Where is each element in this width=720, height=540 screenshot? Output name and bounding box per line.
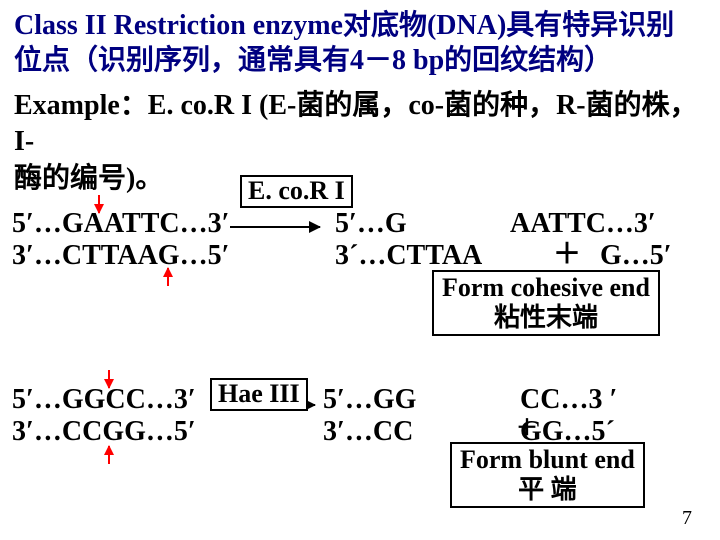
example-intro: Example：E. co.R I (E-菌的属，co-菌的种，R-菌的株，I-… — [14, 88, 706, 197]
example-line1: Example：E. co.R I (E-菌的属，co-菌的种，R-菌的株，I- — [14, 90, 698, 157]
ecori-result-l2: 粘性末端 — [494, 303, 598, 332]
page-number: 7 — [682, 507, 692, 530]
title-part1: Class — [14, 10, 85, 41]
haeiii-prod-top-left: 5′…GG — [323, 384, 416, 416]
ecori-result-box: Form cohesive end 粘性末端 — [432, 270, 660, 336]
slide-root: Class II Restriction enzyme对底物(DNA)具有特异识… — [0, 0, 720, 540]
haeiii-result-l1: Form blunt end — [460, 445, 635, 474]
haeiii-substrate-top: 5′…GGCC…3′ — [12, 384, 196, 416]
ecori-prod-top-right: AATTC…3′ — [510, 208, 656, 240]
ecori-substrate-bot: 3′…CTTAAG…5′ — [12, 240, 229, 272]
haeiii-result-box: Form blunt end 平 端 — [450, 442, 645, 508]
ecori-result-l1: Form cohesive end — [442, 273, 650, 302]
haeiii-substrate-bot: 3′…CCGG…5′ — [12, 416, 196, 448]
example-line2: 酶的编号)。 — [14, 163, 163, 194]
ecori-prod-bot-right: G…5′ — [600, 240, 672, 272]
cut-arrow-up-ecori — [167, 268, 169, 286]
slide-title: Class II Restriction enzyme对底物(DNA)具有特异识… — [14, 8, 706, 78]
title-roman: II — [85, 10, 107, 41]
ecori-reaction-arrow — [230, 226, 320, 228]
cut-arrow-up-haeiii — [108, 446, 110, 464]
haeiii-result-l2: 平 端 — [518, 475, 577, 504]
ecori-label-box: E. co.R I — [240, 175, 353, 208]
ecori-prod-top-left: 5′…G — [335, 208, 407, 240]
ecori-prod-bot-left: 3´…CTTAA — [335, 240, 482, 272]
haeiii-label-box: Hae III — [210, 378, 308, 411]
title-line2: 位点（识别序列，通常具有4－8 bp的回纹结构） — [14, 45, 612, 76]
ecori-plus: ＋ — [553, 232, 581, 272]
title-part2: Restriction enzyme对底物(DNA)具有特异识别 — [107, 10, 675, 41]
haeiii-prod-bot-left: 3′…CC — [323, 416, 413, 448]
ecori-substrate-top: 5′…GAATTC…3′ — [12, 208, 229, 240]
